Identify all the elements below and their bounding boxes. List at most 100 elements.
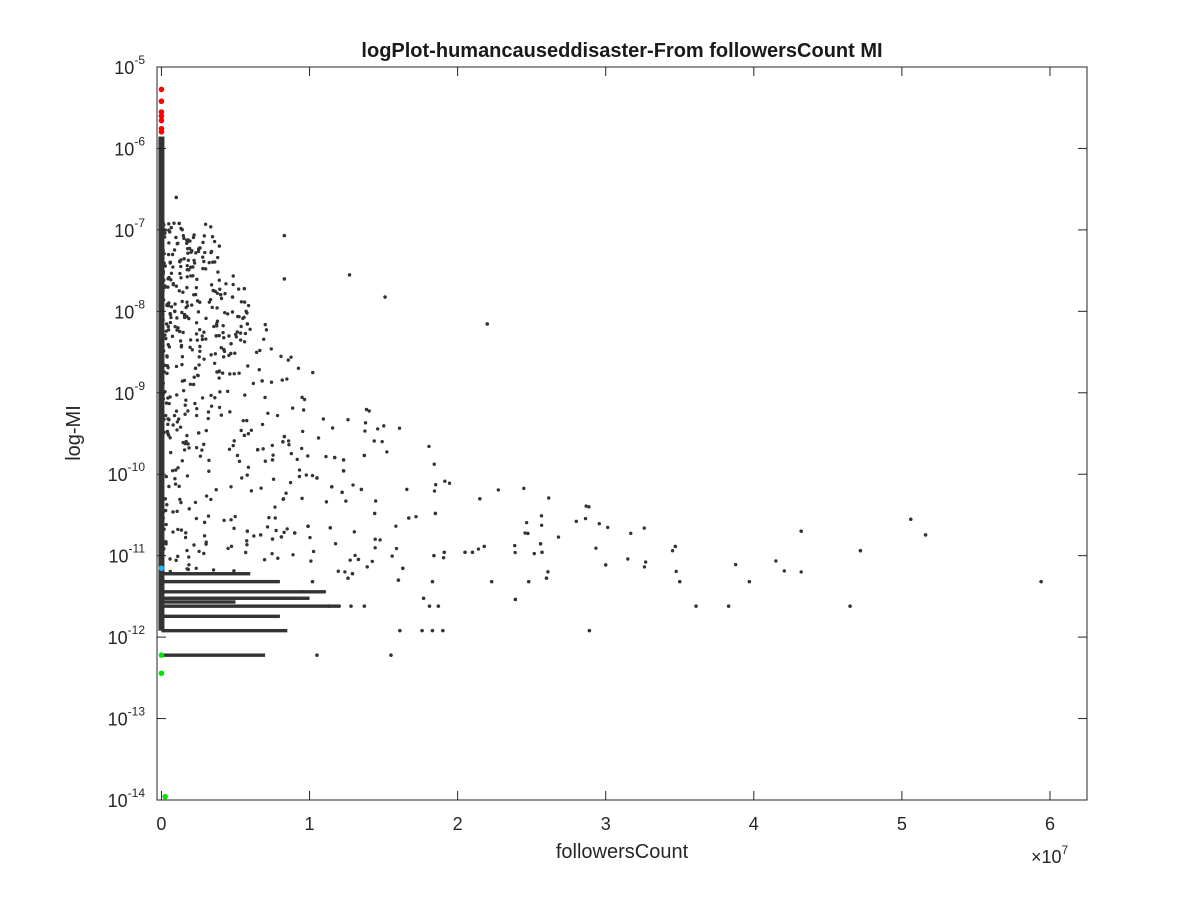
dense-point	[441, 556, 446, 560]
dense-point	[172, 413, 177, 418]
dense-point	[176, 326, 180, 330]
dense-point	[159, 331, 164, 335]
dense-point	[242, 315, 246, 320]
dense-point	[167, 275, 171, 280]
dense-point	[191, 382, 196, 387]
y-tick-label-base: 10	[108, 710, 128, 730]
dense-point	[524, 520, 529, 525]
y-tick-label-base: 10	[108, 465, 128, 485]
dense-point	[209, 283, 214, 287]
dense-point	[182, 448, 187, 452]
x-axis-multiplier-base: ×10	[1031, 847, 1062, 867]
data-point	[230, 295, 235, 299]
dense-point	[267, 515, 271, 520]
data-point	[270, 458, 275, 462]
data-point	[162, 793, 168, 800]
dense-point	[370, 559, 374, 564]
dense-point	[365, 565, 369, 569]
dense-point	[172, 221, 176, 225]
dense-point	[160, 506, 164, 511]
dense-point	[160, 307, 164, 312]
y-tick-label: 10-9	[114, 379, 145, 404]
data-point	[326, 604, 331, 608]
dense-point	[160, 259, 164, 263]
dense-point	[193, 500, 198, 505]
dense-point	[275, 413, 280, 418]
dense-point	[200, 334, 204, 338]
dense-point	[296, 366, 301, 370]
data-point	[158, 129, 165, 135]
dense-point	[204, 337, 208, 341]
dense-point	[187, 507, 191, 511]
dense-point	[179, 528, 184, 532]
dense-point	[182, 236, 186, 241]
dense-point	[249, 428, 254, 432]
dense-point	[587, 505, 591, 509]
dense-point	[180, 459, 185, 463]
dense-point	[161, 257, 165, 261]
dense-point	[174, 558, 178, 563]
dense-point	[180, 228, 184, 232]
dense-point	[209, 404, 214, 408]
dense-point	[185, 567, 189, 571]
dense-point	[218, 287, 222, 291]
data-point	[427, 604, 432, 608]
dense-point	[265, 525, 270, 529]
dense-point	[269, 347, 273, 351]
data-point	[389, 653, 393, 657]
dense-point	[180, 362, 184, 367]
dense-point	[174, 364, 179, 369]
dense-point	[168, 311, 172, 316]
dense-point	[200, 396, 205, 400]
dense-point	[204, 316, 208, 321]
dense-point	[233, 351, 237, 355]
dense-band-mark	[161, 600, 236, 604]
dense-point	[188, 382, 193, 386]
dense-point	[164, 336, 168, 341]
dense-point	[173, 468, 178, 472]
dense-point	[200, 448, 204, 452]
dense-point	[351, 483, 355, 487]
dense-point	[212, 239, 217, 244]
dense-point	[187, 446, 191, 450]
dense-point	[239, 428, 243, 433]
dense-point	[222, 349, 227, 354]
dense-point	[223, 291, 227, 296]
dense-point	[289, 355, 293, 359]
y-tick-label-exponent: -6	[134, 134, 145, 148]
y-tick-label-exponent: -13	[128, 705, 146, 719]
dense-point	[297, 468, 302, 472]
dense-point	[245, 311, 249, 315]
dense-point	[245, 473, 249, 477]
dense-point	[179, 264, 183, 269]
dense-point	[192, 258, 196, 263]
dense-point	[201, 240, 205, 245]
dense-point	[159, 433, 164, 438]
dense-point	[160, 486, 164, 491]
dense-point	[394, 546, 399, 551]
y-tick-label: 10-11	[109, 542, 146, 567]
dense-point	[343, 570, 347, 574]
dense-point	[733, 562, 738, 567]
dense-point	[172, 248, 177, 252]
dense-point	[194, 516, 199, 521]
data-point	[485, 322, 490, 326]
dense-point	[476, 547, 481, 551]
y-tick-label: 10-14	[108, 786, 146, 811]
dense-point	[235, 330, 240, 334]
dense-point	[300, 429, 305, 434]
dense-point	[212, 324, 216, 329]
data-point	[198, 246, 202, 250]
dense-point	[202, 534, 207, 538]
dense-point	[629, 531, 633, 536]
dense-point	[311, 549, 316, 554]
dense-point	[237, 459, 242, 464]
dense-point	[214, 488, 218, 492]
data-point	[245, 529, 250, 533]
dense-point	[159, 462, 164, 467]
dense-point	[192, 233, 196, 237]
data-point	[463, 550, 467, 555]
data-point	[799, 529, 803, 533]
dense-point	[245, 539, 249, 543]
dense-point	[203, 267, 208, 271]
